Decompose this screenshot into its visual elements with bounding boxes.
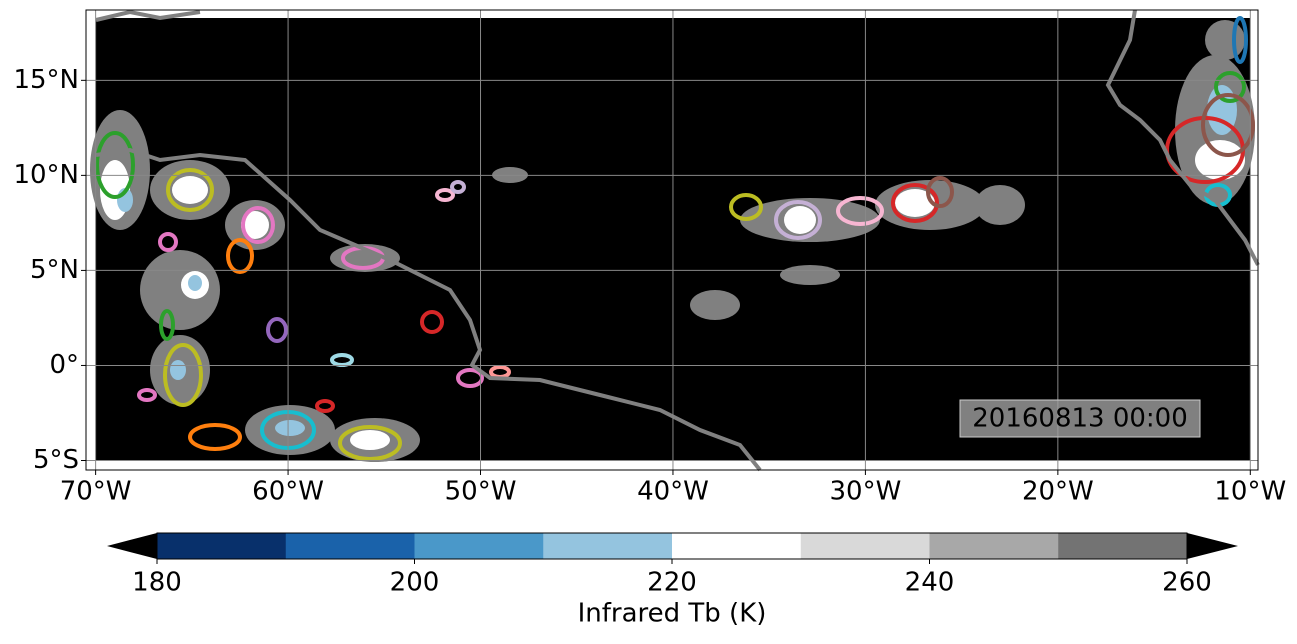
coastlines: [95, 9, 1260, 472]
colorbar-extend-high: [1187, 533, 1238, 559]
x-tick-label: 30°W: [830, 477, 902, 507]
x-tick-label: 70°W: [60, 477, 132, 507]
x-tick-label: 60°W: [252, 477, 324, 507]
colorbar-tick-label: 240: [905, 568, 955, 598]
map-frame: [85, 9, 1259, 471]
colorbar-segment: [543, 533, 673, 559]
colorbar: 180 200 220 240 260: [107, 532, 1238, 598]
y-tick-label: 0°: [49, 350, 79, 380]
x-tick-label: 10°W: [1214, 477, 1286, 507]
colorbar-tick-label: 180: [132, 568, 182, 598]
colorbar-segment: [929, 533, 1059, 559]
colorbar-tick-label: 220: [647, 568, 697, 598]
colorbar-tick-label: 200: [390, 568, 440, 598]
colorbar-segment: [285, 533, 415, 559]
gridlines: [81, 10, 1258, 475]
y-tick-label: 10°N: [13, 160, 79, 190]
colorbar-label: Infrared Tb (K): [578, 599, 767, 629]
y-tick-label: 5°S: [33, 445, 79, 475]
colorbar-segment: [800, 533, 930, 559]
timestamp: 20160813 00:00: [972, 404, 1188, 434]
y-tick-label: 15°N: [13, 65, 79, 95]
x-tick-label: 20°W: [1022, 477, 1094, 507]
colorbar-tick-label: 260: [1162, 568, 1212, 598]
x-tick-label: 40°W: [637, 477, 709, 507]
x-tick-label: 50°W: [445, 477, 517, 507]
colorbar-segment: [672, 533, 802, 559]
y-tick-label: 5°N: [30, 255, 79, 285]
colorbar-segment: [1058, 533, 1188, 559]
colorbar-segment: [414, 533, 544, 559]
colorbar-segment: [157, 533, 287, 559]
timestamp-box: [959, 399, 1201, 438]
colorbar-extend-low: [107, 533, 157, 559]
